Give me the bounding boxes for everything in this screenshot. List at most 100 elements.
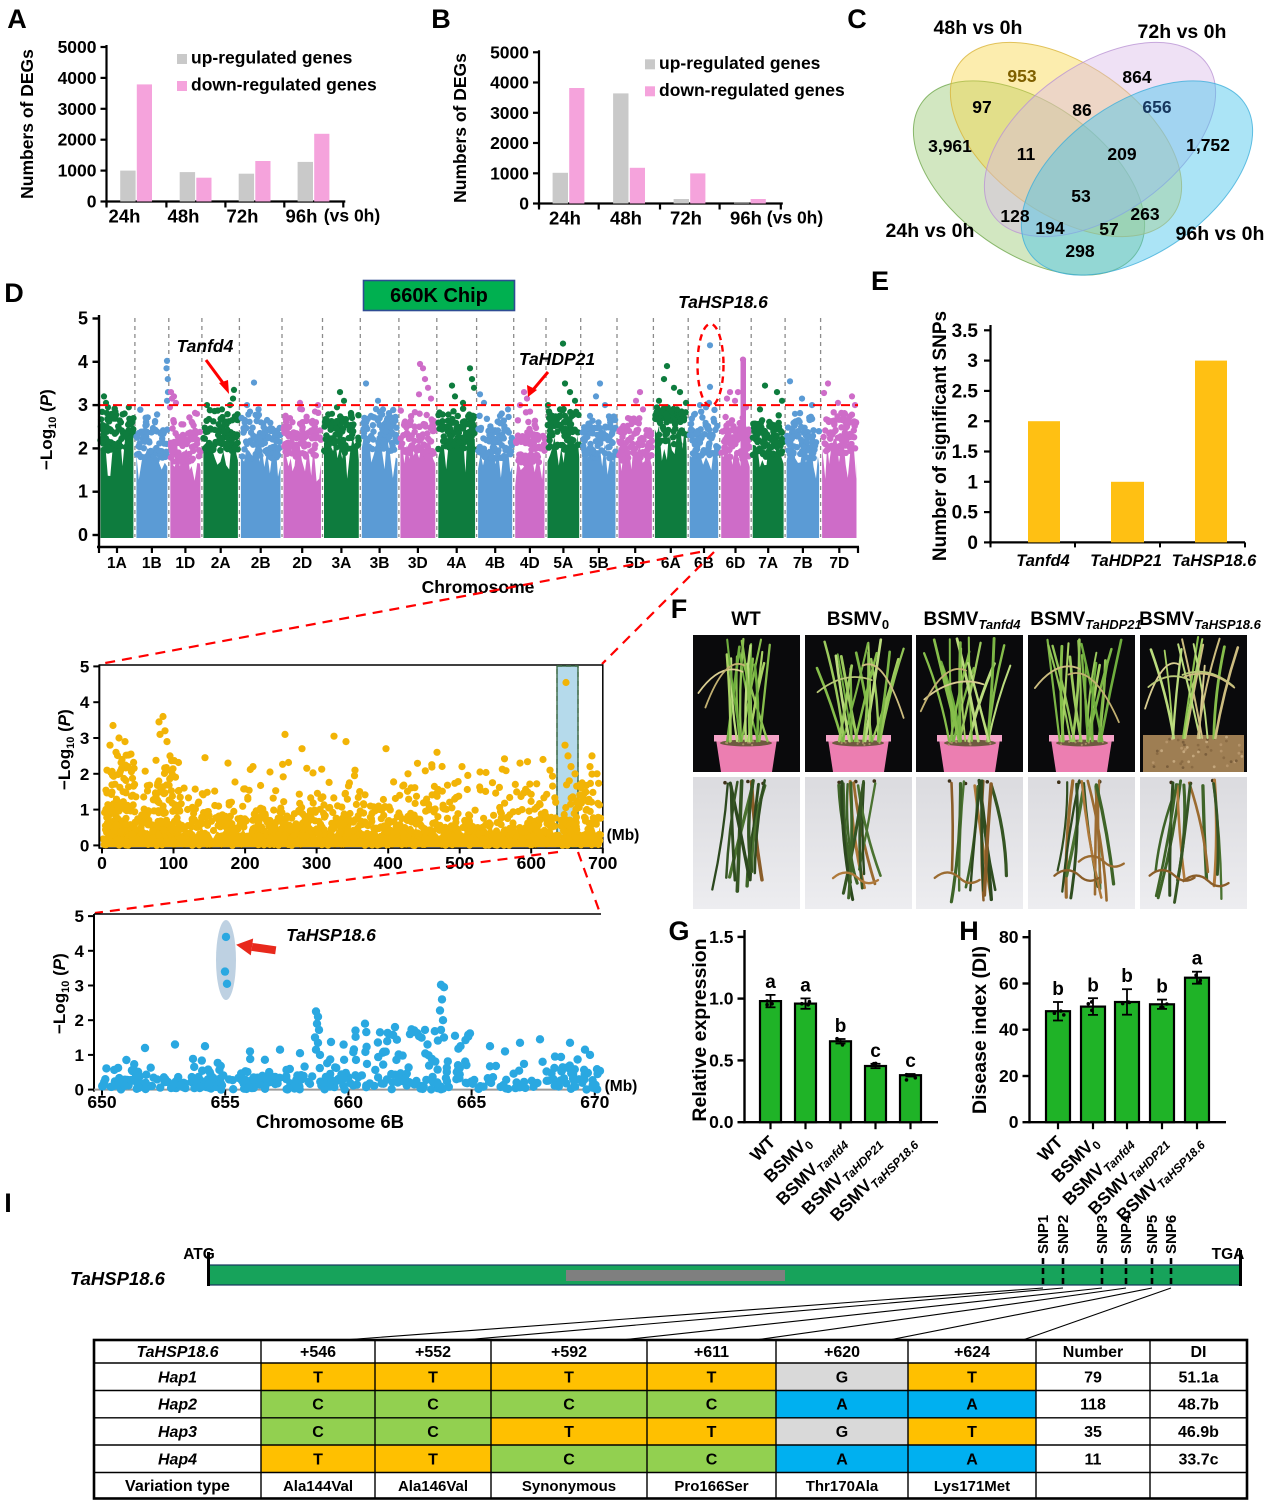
- svg-text:4A: 4A: [447, 555, 467, 572]
- svg-text:BSMV0: BSMV0: [827, 609, 889, 632]
- svg-text:Relative expression: Relative expression: [689, 938, 711, 1121]
- svg-text:2D: 2D: [292, 555, 312, 572]
- svg-text:53: 53: [1071, 186, 1091, 206]
- svg-text:Hap4: Hap4: [158, 1451, 197, 1468]
- svg-text:A: A: [836, 1397, 848, 1414]
- svg-text:51.1a: 51.1a: [1178, 1369, 1218, 1386]
- svg-text:(vs 0h): (vs 0h): [324, 206, 380, 226]
- svg-text:Pro166Ser: Pro166Ser: [674, 1478, 748, 1495]
- svg-text:+624: +624: [954, 1344, 990, 1361]
- svg-text:Chromosome 6B: Chromosome 6B: [256, 1111, 404, 1132]
- svg-text:c: c: [905, 1051, 916, 1072]
- svg-text:5A: 5A: [553, 555, 573, 572]
- svg-text:1B: 1B: [142, 555, 162, 572]
- svg-text:TaHDP21: TaHDP21: [1090, 552, 1162, 570]
- svg-text:+546: +546: [300, 1344, 336, 1361]
- svg-text:0.0: 0.0: [709, 1112, 734, 1132]
- svg-text:Thr170Ala: Thr170Ala: [806, 1478, 879, 1495]
- svg-text:C: C: [427, 1424, 439, 1441]
- svg-text:Synonymous: Synonymous: [522, 1478, 616, 1495]
- svg-text:3000: 3000: [58, 99, 97, 119]
- svg-text:T: T: [707, 1424, 717, 1441]
- svg-text:up-regulated genes: up-regulated genes: [191, 48, 353, 68]
- svg-text:SNP5: SNP5: [1144, 1215, 1161, 1254]
- svg-text:7A: 7A: [758, 555, 778, 572]
- svg-text:1.5: 1.5: [709, 927, 734, 947]
- svg-text:Numbers of DEGs: Numbers of DEGs: [450, 53, 470, 203]
- svg-text:b: b: [1156, 977, 1168, 998]
- svg-text:1.5: 1.5: [952, 442, 979, 463]
- svg-text:4: 4: [80, 693, 90, 712]
- svg-text:A: A: [966, 1397, 978, 1414]
- svg-text:T: T: [967, 1424, 977, 1441]
- svg-text:Ala144Val: Ala144Val: [283, 1478, 353, 1495]
- svg-text:11: 11: [1085, 1451, 1102, 1468]
- svg-text:3B: 3B: [370, 555, 390, 572]
- svg-text:300: 300: [302, 853, 331, 873]
- svg-text:DI: DI: [1191, 1344, 1207, 1361]
- svg-text:3A: 3A: [331, 555, 351, 572]
- svg-text:TaHSP18.6: TaHSP18.6: [1172, 552, 1258, 570]
- svg-text:5000: 5000: [490, 42, 529, 62]
- svg-text:T: T: [564, 1369, 574, 1386]
- svg-text:24h: 24h: [549, 208, 581, 229]
- svg-text:263: 263: [1130, 204, 1159, 224]
- svg-text:+592: +592: [551, 1344, 587, 1361]
- svg-text:650: 650: [87, 1092, 116, 1112]
- svg-text:72h: 72h: [227, 206, 259, 227]
- svg-text:35: 35: [1084, 1424, 1102, 1441]
- svg-text:209: 209: [1107, 144, 1136, 164]
- svg-text:+552: +552: [415, 1344, 451, 1361]
- svg-text:4B: 4B: [485, 555, 505, 572]
- svg-text:T: T: [313, 1451, 323, 1468]
- svg-text:3.5: 3.5: [952, 321, 979, 342]
- svg-text:C: C: [706, 1451, 718, 1468]
- svg-text:BSMVTaHSP18.6: BSMVTaHSP18.6: [1139, 609, 1261, 632]
- svg-text:(Mb): (Mb): [605, 1078, 638, 1095]
- svg-text:20: 20: [999, 1066, 1019, 1086]
- svg-text:7D: 7D: [829, 555, 849, 572]
- svg-text:C: C: [706, 1397, 718, 1414]
- svg-text:1A: 1A: [107, 555, 127, 572]
- svg-text:(vs 0h): (vs 0h): [767, 208, 823, 228]
- svg-text:+611: +611: [694, 1344, 729, 1361]
- svg-text:B: B: [431, 4, 451, 34]
- svg-text:1,752: 1,752: [1186, 135, 1230, 155]
- svg-text:D: D: [4, 278, 24, 308]
- svg-text:60: 60: [999, 973, 1019, 993]
- svg-text:b: b: [835, 1016, 847, 1037]
- svg-text:a: a: [765, 972, 776, 993]
- svg-text:G: G: [668, 916, 689, 946]
- svg-text:96h: 96h: [286, 206, 318, 227]
- svg-text:0: 0: [80, 836, 89, 855]
- svg-text:72h vs 0h: 72h vs 0h: [1138, 21, 1227, 43]
- svg-text:T: T: [428, 1369, 438, 1386]
- svg-text:0: 0: [519, 194, 529, 214]
- svg-text:5: 5: [78, 309, 88, 329]
- svg-text:128: 128: [1000, 206, 1029, 226]
- svg-text:T: T: [564, 1424, 574, 1441]
- svg-text:0: 0: [78, 525, 88, 545]
- svg-text:C: C: [563, 1397, 575, 1414]
- svg-text:33.7c: 33.7c: [1178, 1451, 1218, 1468]
- svg-text:1: 1: [80, 801, 89, 820]
- svg-text:WT: WT: [731, 609, 761, 630]
- svg-text:194: 194: [1035, 218, 1064, 238]
- svg-text:T: T: [707, 1369, 717, 1386]
- svg-text:C: C: [427, 1397, 439, 1414]
- svg-text:2: 2: [78, 438, 88, 458]
- svg-text:500: 500: [445, 853, 474, 873]
- svg-text:−Log10 (P): −Log10 (P): [50, 953, 72, 1034]
- svg-text:2: 2: [75, 1011, 84, 1030]
- svg-text:600: 600: [517, 853, 546, 873]
- svg-text:ATG: ATG: [183, 1246, 215, 1263]
- svg-text:Disease index (DI): Disease index (DI): [969, 946, 991, 1114]
- svg-text:0: 0: [75, 1081, 84, 1100]
- svg-text:655: 655: [211, 1092, 240, 1112]
- svg-text:5: 5: [75, 907, 84, 926]
- svg-text:2: 2: [967, 412, 978, 433]
- svg-text:96h vs 0h: 96h vs 0h: [1176, 223, 1265, 245]
- svg-text:(Mb): (Mb): [607, 827, 640, 844]
- svg-text:46.9b: 46.9b: [1178, 1424, 1219, 1441]
- svg-text:C: C: [847, 4, 867, 34]
